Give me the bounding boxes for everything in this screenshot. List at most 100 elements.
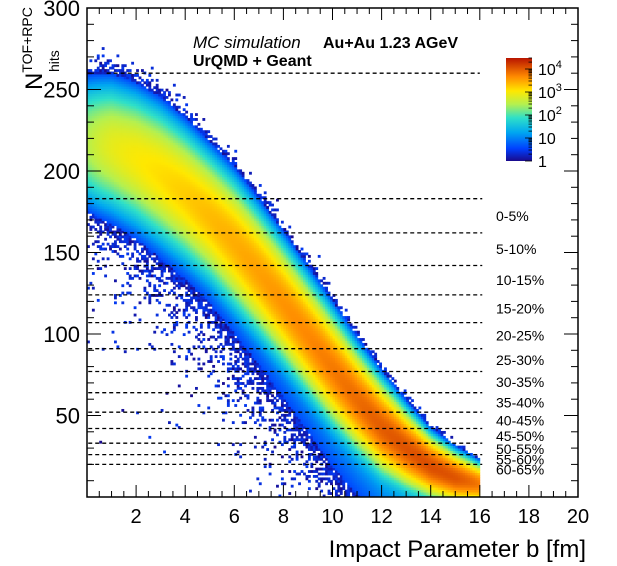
heatmap-cell <box>111 184 115 187</box>
heatmap-cell <box>126 154 130 158</box>
heatmap-cell <box>175 311 179 315</box>
heatmap-cell <box>224 340 228 344</box>
heatmap-cell <box>231 220 235 224</box>
heatmap-cell <box>128 230 132 234</box>
heatmap-cell <box>106 210 110 214</box>
heatmap-cell <box>143 259 147 263</box>
heatmap-cell <box>141 220 144 224</box>
heatmap-cell <box>165 245 169 249</box>
heatmap-cell <box>231 340 235 344</box>
heatmap-cell <box>190 281 193 285</box>
heatmap-cell <box>187 169 191 173</box>
heatmap-cell <box>136 125 139 129</box>
heatmap-cell <box>197 137 201 141</box>
heatmap-cell <box>175 230 179 234</box>
heatmap-cell <box>141 96 144 99</box>
heatmap-cell <box>187 188 191 192</box>
heatmap-cell <box>96 215 100 219</box>
heatmap-cell <box>101 184 105 187</box>
heatmap-cell <box>222 281 225 285</box>
heatmap-cell <box>195 250 198 253</box>
heatmap-cell <box>114 152 117 156</box>
heatmap-cell <box>153 135 157 138</box>
heatmap-cell <box>175 247 179 251</box>
heatmap-cell <box>160 210 164 214</box>
heatmap-cell <box>128 191 132 195</box>
heatmap-cell <box>141 152 144 156</box>
heatmap-cell <box>109 184 112 187</box>
heatmap-cell <box>111 171 115 175</box>
heatmap-cell <box>123 201 127 204</box>
heatmap-cell <box>153 149 157 153</box>
heatmap-cell <box>148 274 152 278</box>
heatmap-cell <box>163 328 166 332</box>
heatmap-cell <box>168 166 171 170</box>
heatmap-cell <box>91 122 95 126</box>
heatmap-cell <box>170 311 174 315</box>
heatmap-cell <box>190 208 193 212</box>
heatmap-cell <box>202 291 206 295</box>
heatmap-cell <box>192 127 196 131</box>
heatmap-cell <box>128 76 132 80</box>
heatmap-cell <box>180 188 184 192</box>
heatmap-cell <box>118 100 122 104</box>
heatmap-cell <box>121 135 125 138</box>
heatmap-cell <box>170 110 174 114</box>
heatmap-cell <box>195 176 198 180</box>
heatmap-cell <box>199 210 203 214</box>
heatmap-cell <box>190 237 193 241</box>
heatmap-cell <box>145 232 149 236</box>
heatmap-cell <box>131 215 135 219</box>
heatmap-cell <box>202 140 206 143</box>
heatmap-cell <box>207 179 211 182</box>
heatmap-cell <box>114 193 117 197</box>
heatmap-cell <box>185 120 189 124</box>
heatmap-cell <box>224 210 228 214</box>
heatmap-cell <box>118 254 122 258</box>
heatmap-cell <box>226 254 230 258</box>
heatmap-cell <box>109 228 112 231</box>
heatmap-cell <box>180 166 184 170</box>
heatmap-cell <box>219 240 223 244</box>
heatmap-cell <box>219 191 223 195</box>
heatmap-cell <box>182 218 186 222</box>
heatmap-cell <box>177 206 181 209</box>
heatmap-cell <box>168 93 171 97</box>
heatmap-cell <box>163 210 166 214</box>
heatmap-cell <box>116 88 120 92</box>
heatmap-cell <box>236 191 240 195</box>
heatmap-cell <box>136 120 139 124</box>
heatmap-cell <box>185 135 189 138</box>
heatmap-cell <box>101 54 105 58</box>
heatmap-cell <box>121 132 125 136</box>
heatmap-cell <box>172 276 176 280</box>
heatmap-cell <box>114 69 117 72</box>
heatmap-cell <box>239 274 243 278</box>
heatmap-cell <box>148 218 152 222</box>
heatmap-cell <box>153 93 157 97</box>
heatmap-cell <box>143 130 147 134</box>
heatmap-cell <box>241 181 245 185</box>
heatmap-cell <box>87 110 90 114</box>
heatmap-cell <box>145 228 149 231</box>
heatmap-cell <box>155 176 159 180</box>
heatmap-cell <box>109 100 112 104</box>
heatmap-cell <box>87 105 90 109</box>
heatmap-cell <box>239 443 243 447</box>
heatmap-cell <box>87 174 90 178</box>
heatmap-cell <box>231 330 235 334</box>
heatmap-cell <box>224 208 228 212</box>
heatmap-cell <box>160 250 164 253</box>
heatmap-cell <box>121 144 125 148</box>
heatmap-cell <box>155 191 159 195</box>
heatmap-cell <box>123 235 127 239</box>
heatmap-cell <box>165 303 169 307</box>
heatmap-cell <box>217 149 220 153</box>
heatmap-cell <box>192 135 196 138</box>
heatmap-cell <box>99 225 103 229</box>
heatmap-cell <box>141 201 144 204</box>
heatmap-cell <box>158 237 162 241</box>
heatmap-cell <box>241 225 245 229</box>
heatmap-cell <box>99 210 103 214</box>
heatmap-cell <box>234 218 238 222</box>
